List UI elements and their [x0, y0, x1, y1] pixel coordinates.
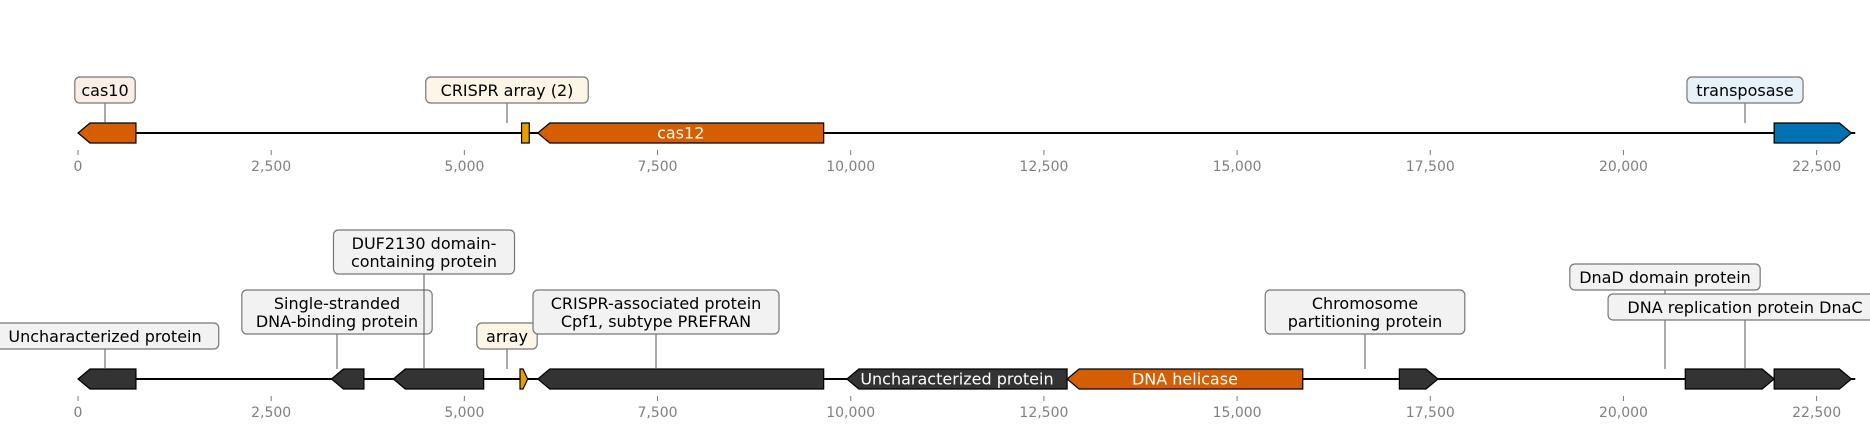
label-box-dnac	[1607, 293, 1870, 321]
label-box-crispr-array	[425, 76, 589, 104]
axis-tick-label: 17,500	[1406, 159, 1455, 175]
gene-duf2130	[392, 368, 485, 390]
axis-tick-label: 22,500	[1792, 405, 1841, 421]
label-box-ssb	[241, 289, 433, 335]
gene-label-dnac: DNA replication protein DnaC	[1627, 298, 1862, 317]
gene-dnac	[1773, 368, 1853, 390]
axis-tick-label: 0	[74, 405, 83, 421]
track-1: 0 2,500 5,000 7,500 10,000 12,500 15,000 17,500…	[74, 76, 1856, 175]
gene-label-dnad-domain: DnaD domain protein	[1579, 268, 1751, 287]
label-box-duf2130	[332, 229, 516, 275]
axis-tick-label: 10,000	[826, 405, 875, 421]
axis-tick-label: 2,500	[251, 405, 291, 421]
label-box-cas10	[74, 76, 136, 104]
gene-label-crispr-array: CRISPR array (2)	[441, 81, 574, 100]
label-box-transposase	[1686, 76, 1804, 104]
axis-tick-label: 17,500	[1406, 405, 1455, 421]
axis-tick-label: 22,500	[1792, 159, 1841, 175]
gene-ssb	[330, 368, 365, 390]
gene-label-duf2130: DUF2130 domain-containing protein	[351, 234, 497, 271]
gene-cas10	[77, 122, 137, 144]
axis-tick-label: 10,000	[826, 159, 875, 175]
axis-tick-label: 15,000	[1213, 405, 1262, 421]
gene-dna-helicase	[1066, 368, 1304, 390]
gene-chromosome-partitioning	[1398, 368, 1439, 390]
label-box-chromosome-partitioning	[1264, 289, 1466, 335]
gene-label-dna-helicase: DNA helicase	[1132, 370, 1238, 389]
gene-uncharacterized-protein-2	[845, 368, 1068, 390]
axis-tick-label: 2,500	[251, 159, 291, 175]
gene-label-uncharacterized-protein-1: Uncharacterized protein	[8, 327, 201, 346]
gene-cas12	[536, 122, 825, 144]
gene-crispr-array	[520, 122, 530, 144]
label-box-uncharacterized-protein-1	[0, 322, 220, 350]
axis-tick-label: 12,500	[1019, 405, 1068, 421]
gene-label-cas10: cas10	[81, 81, 128, 100]
gene-label-array: array	[486, 327, 528, 346]
axis-tick-label: 12,500	[1019, 159, 1068, 175]
gene-uncharacterized-protein-1	[77, 368, 137, 390]
gene-label-chromosome-partitioning: Chromosome partitioning protein	[1288, 294, 1443, 331]
gene-cpf1	[536, 368, 825, 390]
gene-label-cas12: cas12	[657, 124, 704, 143]
gene-label-uncharacterized-protein-2: Uncharacterized protein	[860, 370, 1053, 389]
gene-label-ssb: Single-stranded DNA-binding protein	[256, 294, 418, 331]
axis-tick-label: 7,500	[637, 159, 677, 175]
axis-tick-label: 20,000	[1599, 159, 1648, 175]
axis-tick-label: 5,000	[444, 159, 484, 175]
track-2: 0 2,500 5,000 7,500 10,000 12,500 15,000 17,500…	[0, 229, 1870, 421]
gene-label-transposase: transposase	[1696, 81, 1793, 100]
axis-tick-label: 5,000	[444, 405, 484, 421]
axis-tick-label: 20,000	[1599, 405, 1648, 421]
gene-label-cpf1: CRISPR-associated protein Cpf1, subtype P…	[551, 294, 762, 331]
gene-dnad-domain	[1684, 368, 1776, 390]
label-box-cpf1	[532, 289, 780, 335]
gene-array	[519, 368, 529, 390]
axis-tick-label: 0	[74, 159, 83, 175]
gene-transposase	[1773, 122, 1853, 144]
label-box-dnad-domain	[1569, 263, 1761, 291]
label-box-array	[476, 322, 538, 350]
axis-tick-label: 7,500	[637, 405, 677, 421]
axis-tick-label: 15,000	[1213, 159, 1262, 175]
